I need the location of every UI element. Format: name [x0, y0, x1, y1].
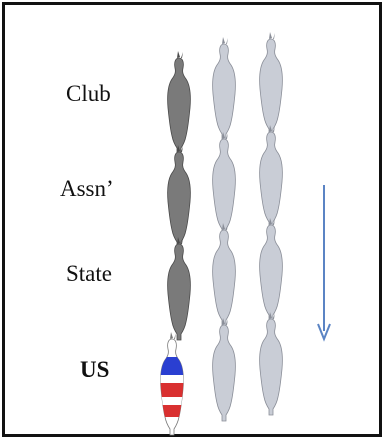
horse-icon: [259, 312, 283, 416]
row-label-us: US: [80, 357, 110, 382]
horse-icon: [259, 125, 283, 229]
row-state-horses: [167, 218, 283, 341]
row-label-club: Club: [66, 81, 111, 106]
row-club-horses: [167, 32, 283, 155]
row-label-state: State: [66, 261, 112, 286]
row-assn-horses: [167, 125, 283, 249]
horse-icon: [167, 145, 191, 249]
horse-icon: [212, 223, 236, 327]
horse-icon: [212, 132, 236, 236]
horse-icon: [259, 218, 283, 322]
row-us-horses: [160, 312, 283, 436]
us-flag-horse-icon: [160, 332, 184, 436]
down-arrow-icon: [317, 185, 331, 342]
row-label-assn: Assn’: [60, 176, 114, 201]
horse-icon: [212, 37, 236, 141]
horse-icon: [259, 32, 283, 136]
horse-icon: [212, 318, 236, 422]
horse-icon: [167, 51, 191, 155]
horse-icon: [167, 237, 191, 341]
